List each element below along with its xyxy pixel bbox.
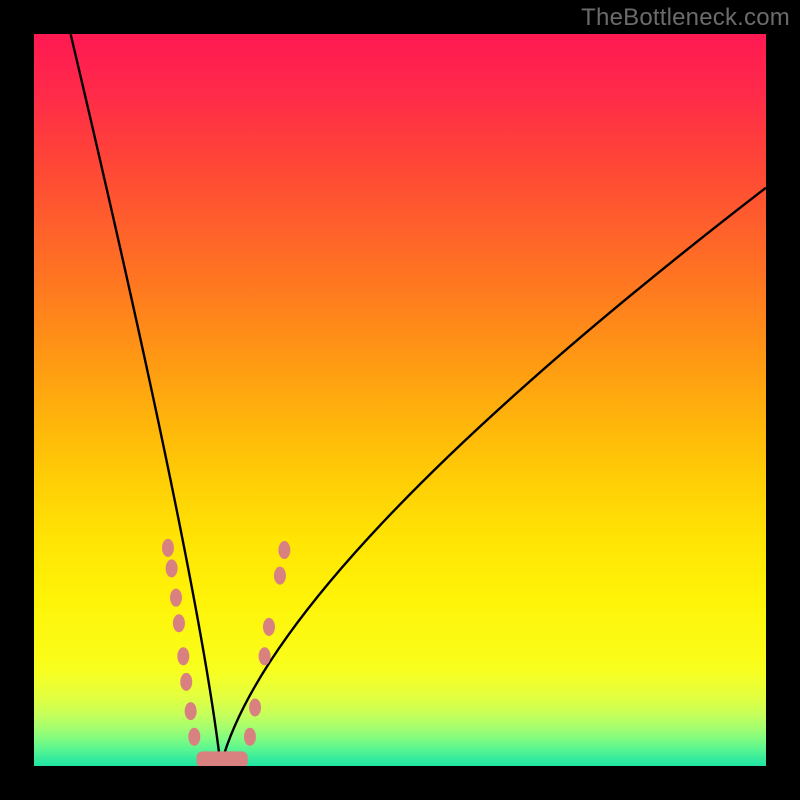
data-marker	[188, 728, 200, 746]
data-marker	[263, 618, 275, 636]
data-marker	[173, 614, 185, 632]
data-marker	[170, 589, 182, 607]
gradient-background	[34, 34, 766, 766]
data-marker	[274, 567, 286, 585]
data-marker	[185, 702, 197, 720]
data-marker	[244, 728, 256, 746]
chart-svg	[0, 0, 800, 800]
data-marker	[278, 541, 290, 559]
data-marker	[177, 647, 189, 665]
data-marker	[249, 698, 261, 716]
watermark-text: TheBottleneck.com	[581, 4, 790, 32]
data-marker	[162, 539, 174, 557]
data-marker	[166, 559, 178, 577]
bottleneck-chart: TheBottleneck.com	[0, 0, 800, 800]
data-marker	[180, 673, 192, 691]
plateau-optimum	[197, 751, 248, 768]
data-marker	[259, 647, 271, 665]
